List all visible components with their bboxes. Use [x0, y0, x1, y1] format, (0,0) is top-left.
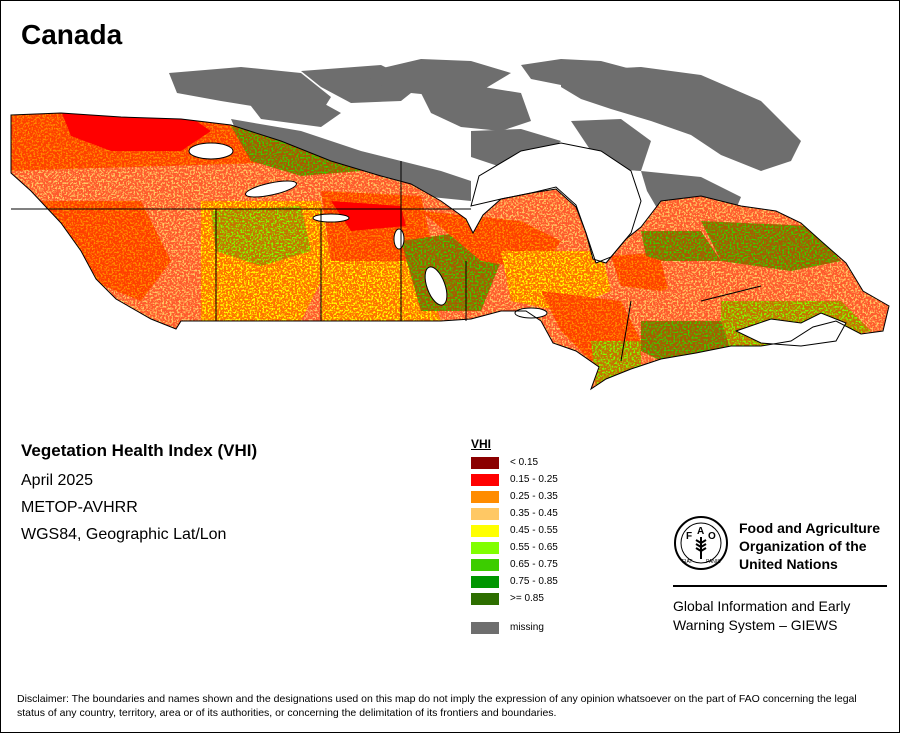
giews-name: Global Information and Early Warning Sys… [673, 598, 851, 633]
legend-label: 0.45 - 0.55 [510, 525, 558, 536]
legend-swatch [471, 592, 499, 605]
fao-block: F A O FIAT PANIS Food and Agriculture Or… [673, 515, 887, 633]
lake-superior [514, 307, 548, 319]
legend-swatch [471, 473, 499, 486]
legend-label: 0.75 - 0.85 [510, 576, 558, 587]
legend-label: missing [510, 622, 544, 633]
vhi-map [10, 59, 890, 391]
svg-text:FIAT: FIAT [682, 559, 692, 565]
legend-swatch [471, 558, 499, 571]
legend-label: 0.35 - 0.45 [510, 508, 558, 519]
svg-text:PANIS: PANIS [706, 559, 721, 565]
great-bear-lake [188, 142, 234, 160]
legend-item: 0.55 - 0.65 [471, 539, 558, 556]
projection-label: WGS84, Geographic Lat/Lon [21, 526, 227, 543]
legend-label: 0.65 - 0.75 [510, 559, 558, 570]
legend-item: < 0.15 [471, 454, 558, 471]
legend-label: 0.15 - 0.25 [510, 474, 558, 485]
svg-text:A: A [697, 526, 704, 537]
lake-winnipeg [424, 266, 448, 306]
legend-swatch [471, 456, 499, 469]
fao-logo: F A O FIAT PANIS [674, 516, 728, 570]
provincial-boundaries [10, 112, 890, 391]
legend-label: >= 0.85 [510, 593, 544, 604]
legend-item: 0.45 - 0.55 [471, 522, 558, 539]
legend-title: VHI [471, 437, 492, 451]
fao-name: Food and Agriculture Organization of the… [739, 520, 881, 572]
svg-text:O: O [708, 531, 716, 542]
legend-swatch [471, 524, 499, 537]
legend-item: 0.25 - 0.35 [471, 488, 558, 505]
map-info: Vegetation Health Index (VHI) April 2025… [21, 441, 257, 553]
disclaimer-text: Disclaimer: The boundaries and names sho… [17, 693, 857, 719]
index-heading: Vegetation Health Index (VHI) [21, 441, 258, 460]
legend-item: missing [471, 619, 558, 636]
legend-swatch [471, 507, 499, 520]
legend-swatch [471, 541, 499, 554]
lake-athabasca [312, 213, 350, 223]
vhi-legend: VHI < 0.15 0.15 - 0.25 0.25 - 0.35 0.35 - 0… [471, 437, 558, 636]
legend-swatch [471, 575, 499, 588]
legend-label: 0.55 - 0.65 [510, 542, 558, 553]
legend-swatch [471, 621, 499, 634]
legend-item: 0.75 - 0.85 [471, 573, 558, 590]
legend-swatch [471, 490, 499, 503]
legend-label: < 0.15 [510, 457, 539, 468]
great-slave-lake [245, 180, 297, 198]
legend-item: >= 0.85 [471, 590, 558, 607]
svg-text:F: F [686, 531, 692, 542]
legend-item: 0.35 - 0.45 [471, 505, 558, 522]
legend-label: 0.25 - 0.35 [510, 491, 558, 502]
legend-item: 0.15 - 0.25 [471, 471, 558, 488]
reindeer-lake [393, 228, 405, 250]
sensor-label: METOP-AVHRR [21, 499, 138, 516]
legend-item: 0.65 - 0.75 [471, 556, 558, 573]
map-title: Canada [21, 19, 123, 50]
divider [673, 585, 887, 587]
period-label: April 2025 [21, 472, 94, 489]
